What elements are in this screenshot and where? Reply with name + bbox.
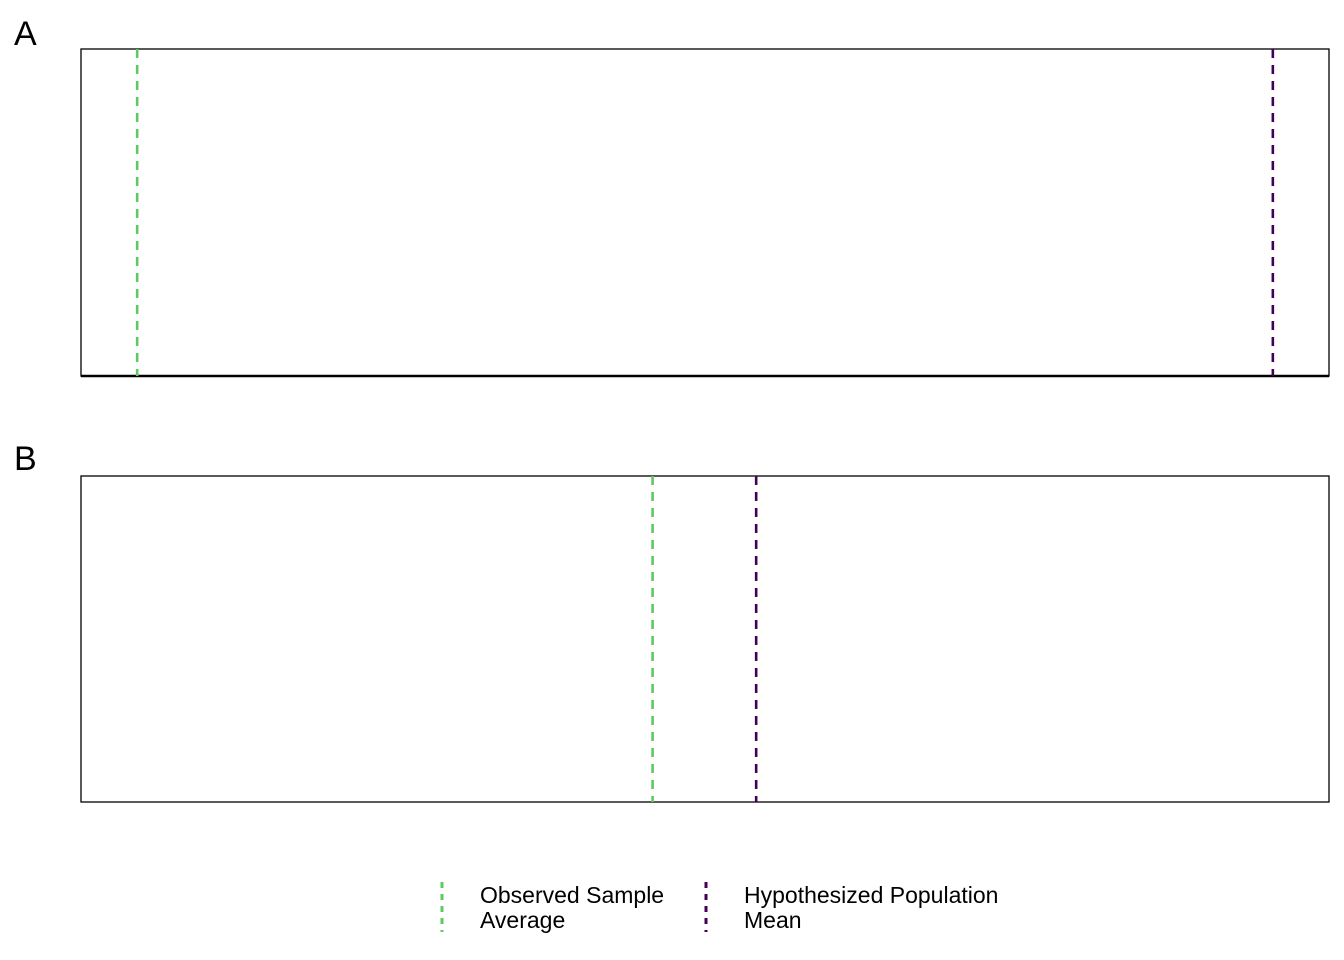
legend-label-observed-line2: Average	[480, 907, 565, 933]
legend-item-hypothesized: Hypothesized Population Mean	[704, 882, 998, 933]
panel-b-frame	[80, 475, 1330, 803]
legend-item-observed: Observed Sample Average	[440, 882, 664, 933]
panel-b-plot-area	[80, 475, 1330, 803]
legend-label-hypothesized-line2: Mean	[744, 907, 802, 933]
panel-label-b: B	[14, 440, 37, 478]
panel-a-frame	[80, 48, 1330, 377]
panel-label-a: A	[14, 15, 37, 53]
panel-a-plot-area	[80, 48, 1330, 378]
legend-label-observed-line1: Observed Sample	[480, 882, 664, 908]
panel-a: A	[14, 15, 1330, 378]
legend-label-hypothesized-line1: Hypothesized Population	[744, 882, 998, 908]
legend: Observed Sample Average Hypothesized Pop…	[440, 882, 998, 933]
panel-b: B	[14, 440, 1330, 803]
